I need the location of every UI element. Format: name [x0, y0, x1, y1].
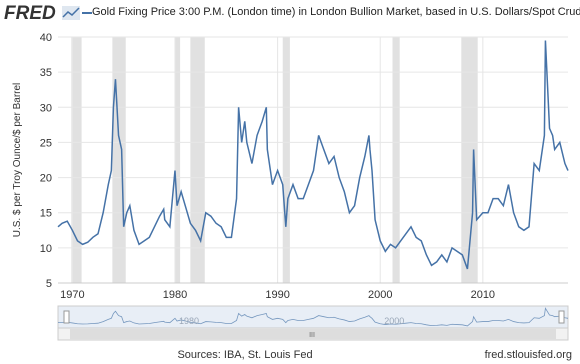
x-tick-label: 1980 — [163, 289, 187, 301]
navigator-handle[interactable] — [63, 310, 70, 324]
navigator-line — [57, 307, 569, 327]
navigator[interactable] — [57, 305, 569, 329]
y-tick-label: 10 — [40, 243, 52, 255]
recession-shade — [174, 37, 181, 283]
recession-shade — [282, 37, 290, 283]
logo-icon — [62, 6, 80, 20]
brand-logo[interactable]: FRED — [4, 3, 56, 24]
recession-shade — [190, 37, 205, 283]
source-url[interactable]: fred.stlouisfed.org — [485, 349, 572, 361]
y-tick-label: 40 — [40, 32, 52, 44]
y-axis-label: U.S. $ per Troy Ounce/$ per Barrel — [12, 83, 23, 238]
y-tick-label: 25 — [40, 137, 52, 149]
recession-shade — [461, 37, 478, 283]
recession-shade — [112, 37, 126, 283]
y-tick-label: 5 — [46, 278, 52, 290]
y-tick-label: 15 — [40, 208, 52, 220]
data-line — [57, 40, 569, 270]
y-tick-label: 30 — [40, 102, 52, 114]
y-tick-label: 20 — [40, 173, 52, 185]
x-tick-label: 2010 — [471, 289, 495, 301]
recession-shade — [71, 37, 82, 283]
x-tick-label: 2000 — [368, 289, 392, 301]
scrollbar-thumb[interactable] — [70, 329, 556, 339]
recession-shade — [392, 37, 400, 283]
source: Sources: IBA, St. Louis Fed — [177, 349, 312, 361]
logo-icon-line — [62, 7, 80, 18]
x-tick-label: 1990 — [265, 289, 289, 301]
y-tick-label: 35 — [40, 67, 52, 79]
navigator-label: 1980 — [179, 316, 199, 326]
x-tick-label: 1970 — [60, 289, 84, 301]
scrollbar-grip: III — [309, 332, 315, 339]
legend-entry: Gold Fixing Price 3:00 P.M. (London time… — [92, 6, 580, 18]
navigator-label: 2000 — [384, 316, 404, 326]
navigator-handle[interactable] — [558, 310, 565, 324]
